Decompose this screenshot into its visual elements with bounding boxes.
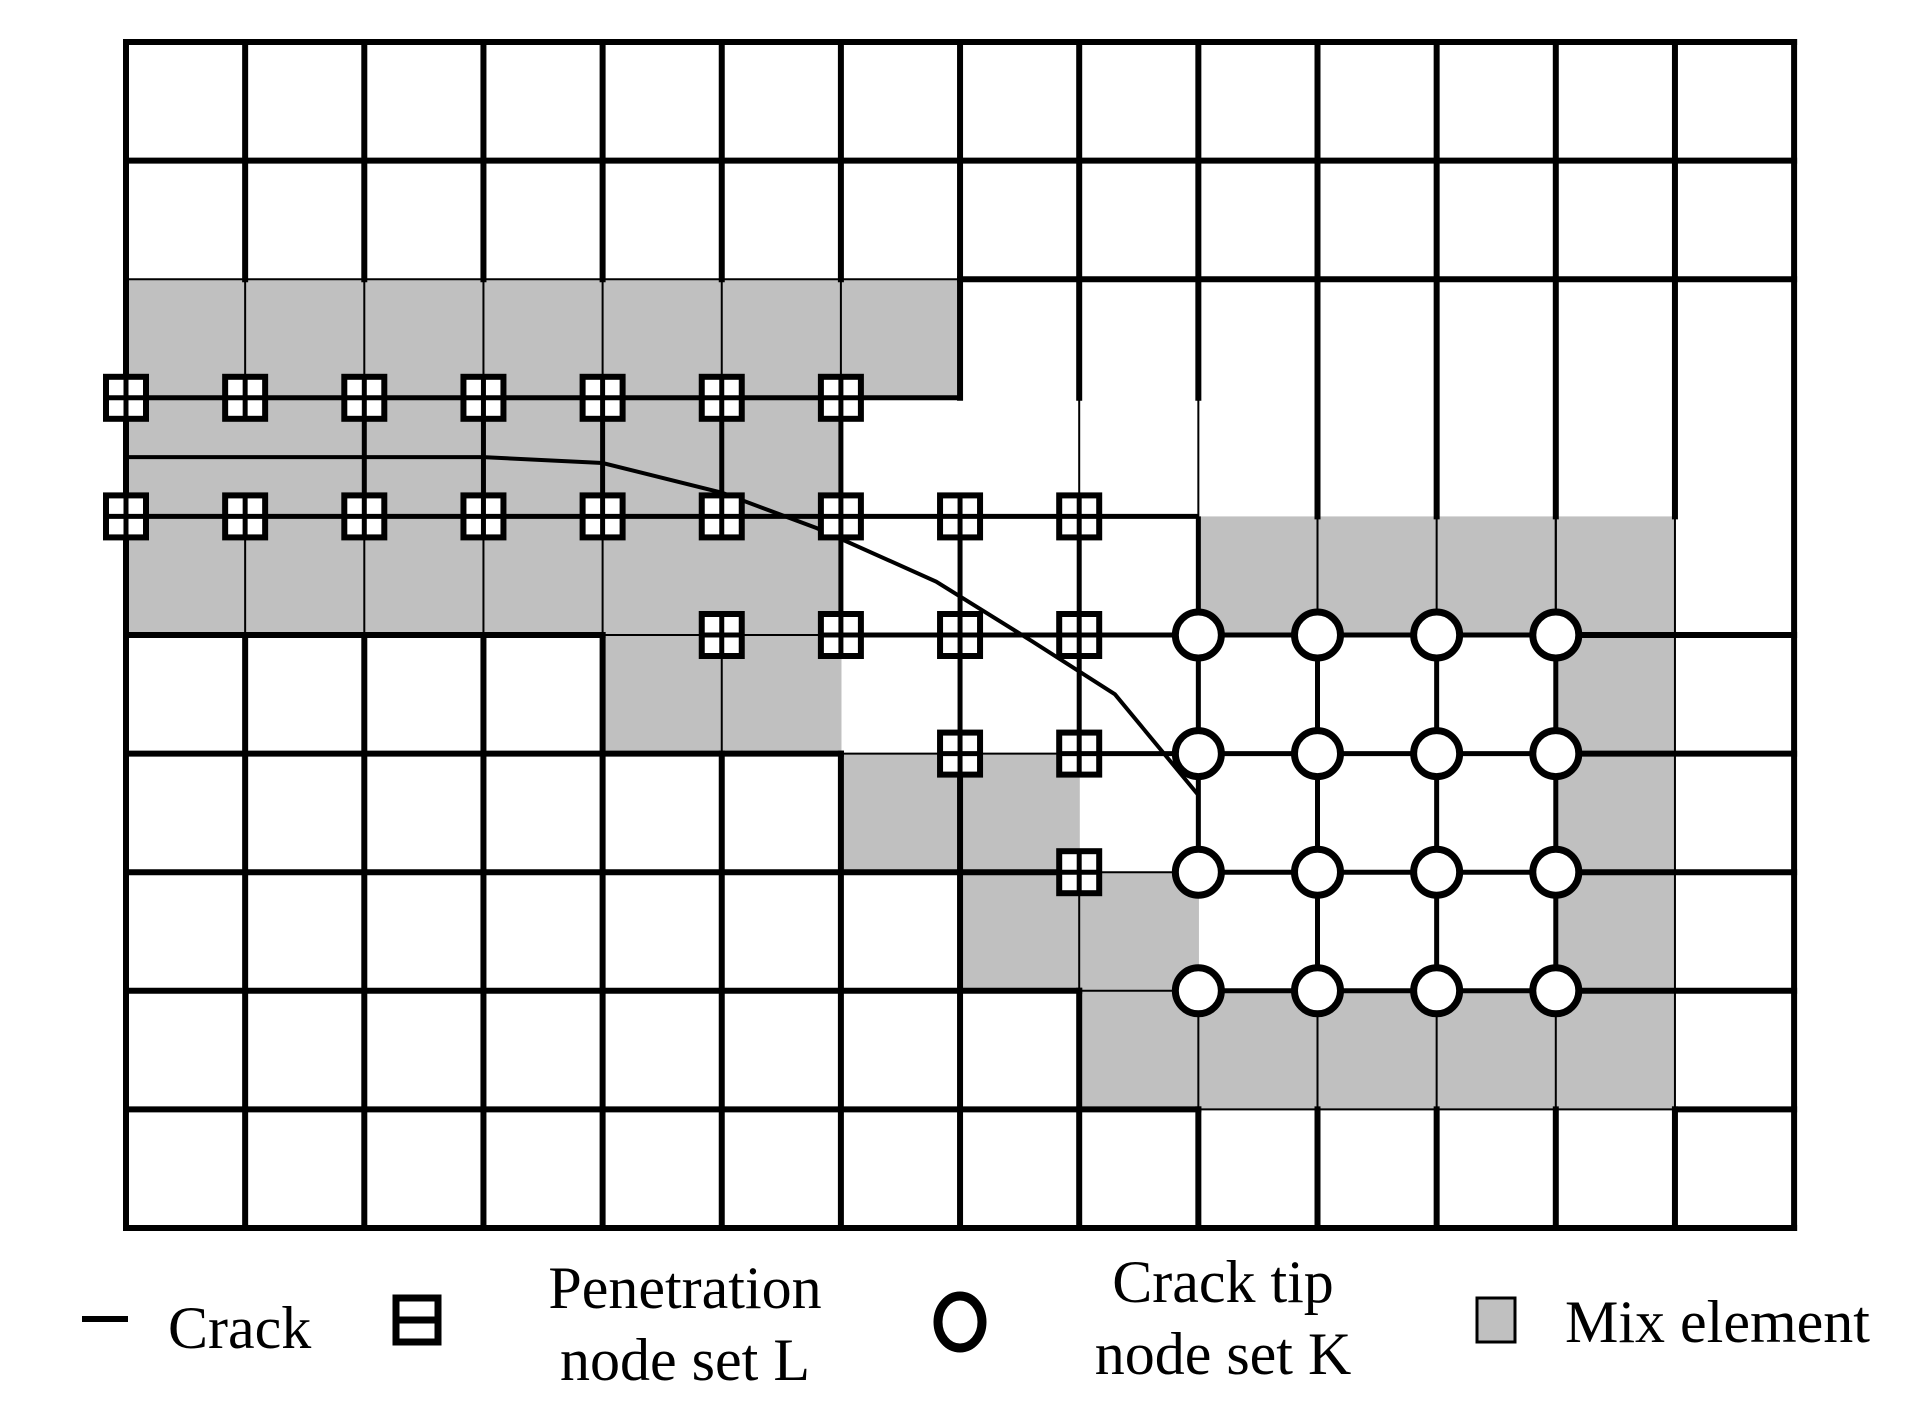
mix-element-cell <box>1317 516 1438 636</box>
crack-tip-node <box>1410 608 1464 662</box>
penetration-node <box>103 373 149 422</box>
penetration-legend-label-line2: node set L <box>560 1327 810 1393</box>
penetration-node <box>1056 492 1103 541</box>
penetration-node <box>698 611 745 659</box>
mesh-grid <box>123 39 1798 1231</box>
penetration-node-set <box>103 373 1103 897</box>
mix-element-cell <box>1198 990 1319 1110</box>
crack-tip-legend-label-line2: node set K <box>1095 1321 1352 1387</box>
thin-mesh-lines <box>126 278 1676 1111</box>
mix-element-cell <box>1555 635 1676 755</box>
crack-tip-node <box>1529 608 1583 662</box>
mix-element-cell <box>1079 990 1199 1110</box>
crack-tip-node <box>1529 845 1583 899</box>
mix-element-cell <box>1436 990 1557 1110</box>
mix-element-cell <box>1436 516 1557 636</box>
penetration-node <box>817 373 864 422</box>
mix-element-legend-label: Mix element <box>1565 1289 1870 1355</box>
penetration-node <box>1056 729 1103 778</box>
crack-tip-node <box>1291 964 1344 1018</box>
penetration-node <box>460 492 507 541</box>
penetration-node <box>1056 848 1103 897</box>
penetration-node <box>579 492 626 541</box>
penetration-node <box>341 492 388 541</box>
mix-element-cell <box>1317 990 1438 1110</box>
crack-tip-node <box>1171 845 1225 899</box>
crack-legend-label: Crack <box>168 1295 311 1361</box>
mix-element-cell <box>1555 990 1676 1110</box>
legend-mix-element: Mix element <box>1475 1289 1870 1355</box>
mix-element-cell <box>1555 516 1676 636</box>
crack-tip-node <box>1291 608 1344 662</box>
penetration-node <box>341 373 388 422</box>
penetration-node <box>817 611 864 659</box>
penetration-node <box>460 373 507 422</box>
penetration-node <box>937 729 984 778</box>
mix-element-cell <box>1555 872 1676 992</box>
crack-tip-node-set <box>1171 608 1583 1018</box>
crack-tip-legend-label-line1: Crack tip <box>1112 1249 1334 1315</box>
crack-tip-node-legend-icon <box>933 1291 987 1353</box>
penetration-node <box>579 373 626 422</box>
legend-crack: Crack <box>82 1295 311 1361</box>
crack-legend-icon <box>82 1316 128 1322</box>
penetration-legend-label-line1: Penetration <box>548 1255 821 1321</box>
crack-tip-node <box>1291 727 1344 781</box>
penetration-node <box>817 492 864 541</box>
crack-line <box>126 455 1200 797</box>
penetration-node <box>103 492 149 541</box>
crack-tip-node <box>1410 964 1464 1018</box>
penetration-node <box>222 492 269 541</box>
mix-element-cell <box>1555 753 1676 873</box>
legend-crack-tip: Crack tip node set K <box>933 1249 1352 1387</box>
crack-tip-node <box>1171 727 1225 781</box>
penetration-node <box>937 611 984 659</box>
crack-tip-node <box>1291 845 1344 899</box>
crack-tip-node <box>1410 845 1464 899</box>
penetration-node <box>937 492 984 541</box>
mix-element-legend-icon <box>1475 1296 1517 1344</box>
crack-tip-node <box>1410 727 1464 781</box>
penetration-node <box>222 373 269 422</box>
crack-tip-node <box>1529 727 1583 781</box>
penetration-node-legend-icon <box>392 1294 442 1346</box>
crack-tip-node <box>1171 964 1225 1018</box>
legend: Crack Penetration node set L Crack tip n… <box>82 1249 1870 1393</box>
legend-penetration: Penetration node set L <box>392 1255 822 1393</box>
penetration-node <box>698 492 745 541</box>
mix-element-cell <box>1198 516 1319 636</box>
penetration-node <box>1056 611 1103 659</box>
penetration-node <box>698 373 745 422</box>
crack-tip-node <box>1529 964 1583 1018</box>
crack-tip-node <box>1171 608 1225 662</box>
